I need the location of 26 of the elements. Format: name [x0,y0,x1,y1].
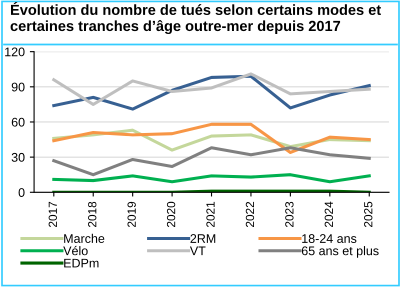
legend-label: EDPm [64,258,98,268]
line-series [52,72,371,106]
x-tick-label: 2017 [48,202,57,227]
y-tick-label: 120 [5,47,25,56]
legend-label: 18-24 ans [302,234,356,243]
x-tick-label: 2023 [285,202,294,227]
line-series [52,173,371,184]
y-tick-label: 0 [18,188,25,197]
x-tick-label: 2019 [127,202,136,227]
x-tick-label: 2018 [88,202,96,227]
chart-title: Évolution du nombre de tués selon certains modes et certaines tranches d’âge outre-mer depuis 2017 [10,2,381,34]
x-tick-label: 2021 [206,202,215,227]
x-tick-label: 2025 [364,202,372,227]
legend-label: Vélo [63,246,88,256]
line-series [52,122,371,154]
y-tick-label: 90 [12,82,25,92]
legend-label: 2RM [190,234,216,243]
legend-label: Marche [64,234,104,243]
x-tick-label: 2020 [166,202,176,227]
y-tick-label: 60 [12,118,25,127]
legend-label: VT [190,246,206,256]
y-tick-label: 30 [12,152,25,162]
x-tick-label: 2024 [324,202,333,227]
legend-label: 65 ans et plus [302,246,379,258]
line-series [52,146,371,176]
x-tick-label: 2022 [246,202,254,227]
